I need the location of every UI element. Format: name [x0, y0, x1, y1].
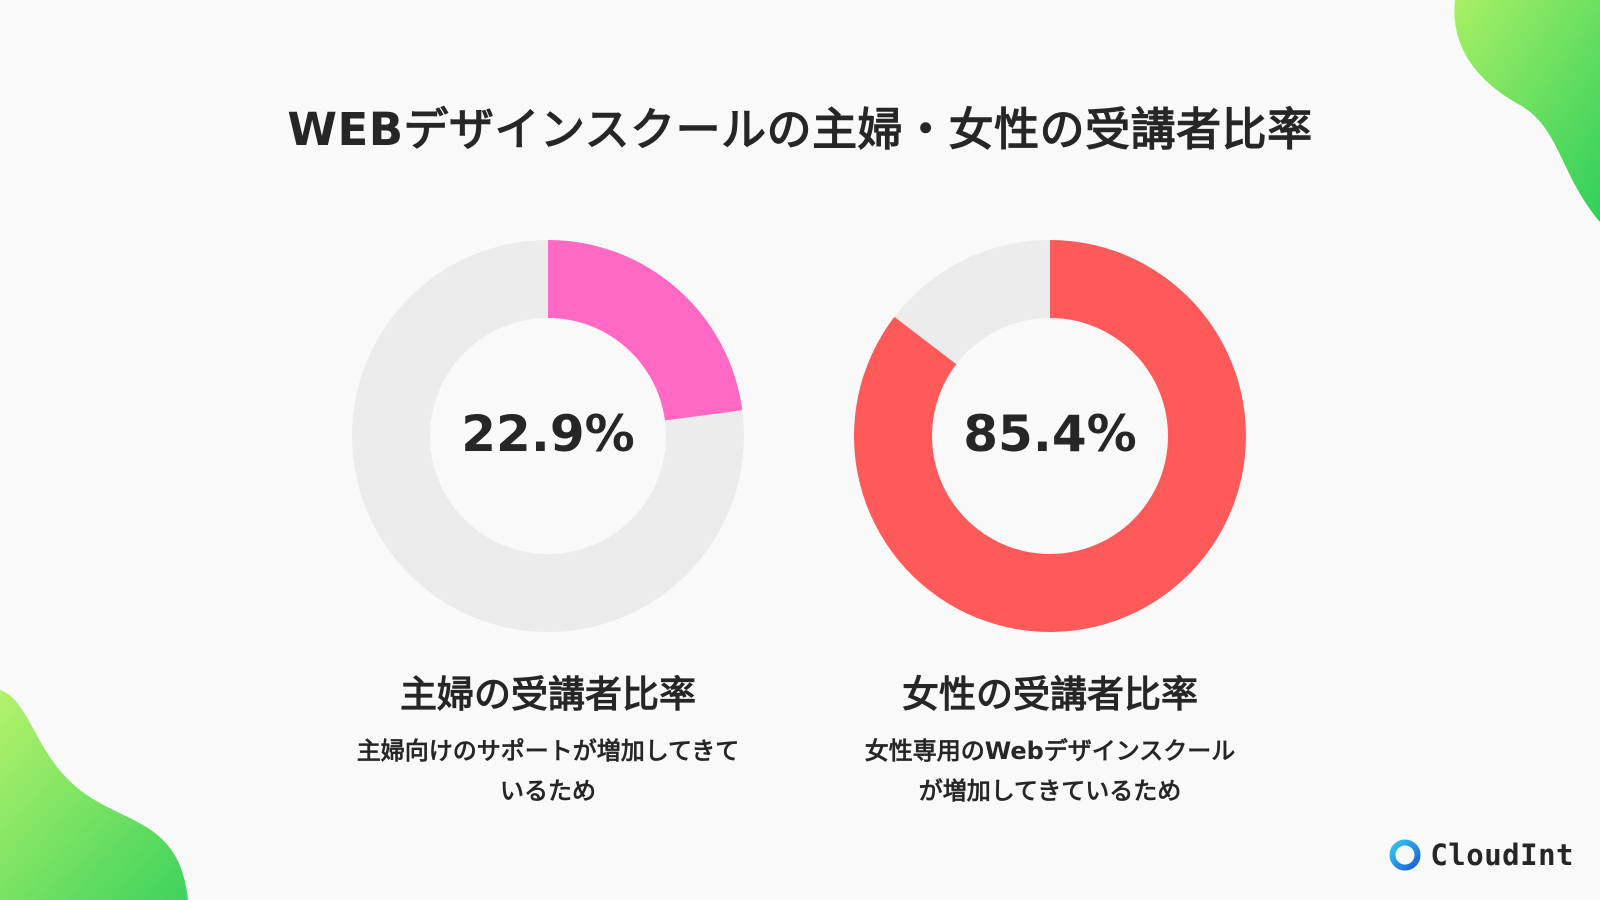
- chart-description-line: いるため: [500, 777, 596, 805]
- chart-description: 主婦向けのサポートが増加してきて いるため: [298, 731, 798, 811]
- donut-center-value: 85.4%: [963, 405, 1137, 463]
- chart-label: 主婦の受講者比率: [400, 673, 696, 716]
- chart-description: 女性専用のWebデザインスクール が増加してきているため: [800, 731, 1300, 811]
- brand-name: CloudInt: [1430, 838, 1574, 872]
- chart-description-line: が増加してきているため: [918, 777, 1182, 805]
- donut-value-slice: [854, 240, 1246, 632]
- donut-remainder-ring: [351, 240, 744, 632]
- cloud-ring-icon: [1389, 839, 1421, 871]
- chart-label: 女性の受講者比率: [902, 673, 1198, 716]
- chart-description-line: 主婦向けのサポートが増加してきて: [356, 737, 740, 765]
- page-title: WEBデザインスクールの主婦・女性の受講者比率: [287, 103, 1313, 156]
- brand-logo: CloudInt: [1388, 838, 1574, 872]
- donut-value-slice: [548, 240, 743, 421]
- donut-center-value: 22.9%: [461, 405, 635, 463]
- housewife-donut-chart: [351, 240, 744, 632]
- decorative-blob-top-right: [1454, 0, 1600, 222]
- decorative-blob-bottom-left: [0, 690, 188, 900]
- chart-description-line: 女性専用のWebデザインスクール: [864, 737, 1236, 765]
- donut-remainder-ring: [894, 240, 1050, 365]
- women-donut-chart: [854, 240, 1246, 632]
